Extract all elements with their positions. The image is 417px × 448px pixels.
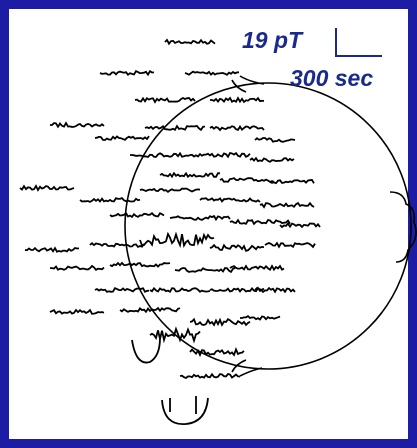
amplitude-label: 19 pT [242,27,304,53]
slide-frame: 19 pT 300 sec [0,0,417,448]
meg-diagram: 19 pT 300 sec [0,0,417,448]
duration-label: 300 sec [290,65,373,91]
